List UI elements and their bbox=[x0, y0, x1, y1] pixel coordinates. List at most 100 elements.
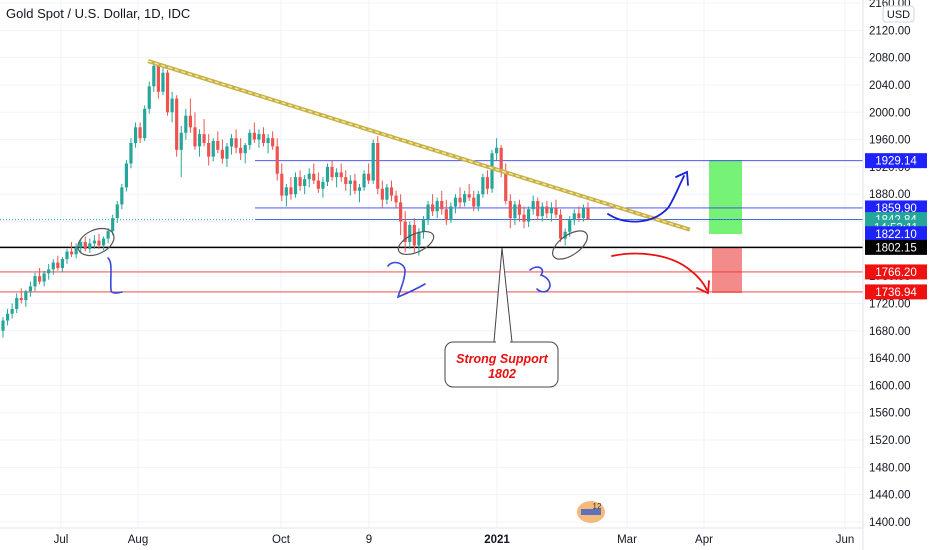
candle[interactable] bbox=[389, 180, 394, 202]
candle[interactable] bbox=[170, 91, 174, 123]
candle[interactable] bbox=[444, 199, 448, 225]
candle[interactable] bbox=[69, 242, 74, 258]
candle[interactable] bbox=[124, 160, 128, 192]
candle[interactable] bbox=[485, 170, 490, 195]
candle[interactable] bbox=[15, 293, 19, 314]
candle[interactable] bbox=[572, 209, 576, 225]
candle[interactable] bbox=[554, 199, 558, 219]
candle[interactable] bbox=[120, 183, 124, 210]
candle[interactable] bbox=[303, 175, 307, 195]
candle[interactable] bbox=[133, 122, 138, 148]
candle[interactable] bbox=[216, 131, 220, 154]
candle[interactable] bbox=[229, 134, 234, 155]
candle[interactable] bbox=[271, 131, 275, 150]
candle[interactable] bbox=[88, 238, 92, 253]
candle[interactable] bbox=[220, 139, 224, 164]
candle[interactable] bbox=[545, 201, 549, 219]
candle[interactable] bbox=[522, 206, 526, 229]
candle[interactable] bbox=[56, 255, 60, 271]
candle[interactable] bbox=[101, 236, 106, 251]
candle[interactable] bbox=[147, 81, 151, 114]
candle[interactable] bbox=[367, 163, 371, 184]
currency-button[interactable]: USD bbox=[882, 5, 915, 23]
candle[interactable] bbox=[449, 202, 453, 223]
candle[interactable] bbox=[79, 238, 83, 253]
candle[interactable] bbox=[239, 138, 243, 161]
candle[interactable] bbox=[458, 187, 462, 208]
candle[interactable] bbox=[517, 199, 522, 222]
candle[interactable] bbox=[531, 195, 535, 215]
candle[interactable] bbox=[371, 139, 375, 184]
candle[interactable] bbox=[408, 221, 412, 249]
candle[interactable] bbox=[179, 125, 183, 178]
candle[interactable] bbox=[335, 168, 339, 188]
candle[interactable] bbox=[421, 216, 426, 239]
candle[interactable] bbox=[92, 235, 97, 249]
candle[interactable] bbox=[193, 112, 197, 150]
candle[interactable] bbox=[558, 209, 563, 243]
candle[interactable] bbox=[476, 190, 480, 212]
candle[interactable] bbox=[586, 202, 590, 221]
candle[interactable] bbox=[65, 248, 69, 264]
candle[interactable] bbox=[581, 204, 586, 222]
candle[interactable] bbox=[1, 317, 5, 338]
candle[interactable] bbox=[440, 190, 444, 215]
candle[interactable] bbox=[184, 108, 188, 140]
candle[interactable] bbox=[348, 175, 352, 196]
candle[interactable] bbox=[380, 180, 384, 208]
candle[interactable] bbox=[225, 142, 229, 167]
candle[interactable] bbox=[362, 170, 366, 191]
candle[interactable] bbox=[161, 67, 165, 96]
candle[interactable] bbox=[494, 138, 499, 161]
candle[interactable] bbox=[353, 173, 357, 195]
candle[interactable] bbox=[307, 168, 311, 188]
candle[interactable] bbox=[33, 272, 37, 292]
candle[interactable] bbox=[234, 129, 238, 154]
candle[interactable] bbox=[51, 259, 55, 275]
candle[interactable] bbox=[540, 202, 544, 222]
candle[interactable] bbox=[60, 257, 65, 273]
candle[interactable] bbox=[577, 206, 581, 222]
candle[interactable] bbox=[138, 122, 142, 143]
candle[interactable] bbox=[28, 281, 33, 297]
candle[interactable] bbox=[261, 127, 266, 147]
candle[interactable] bbox=[426, 201, 430, 225]
trendline[interactable] bbox=[147, 59, 691, 232]
symbol-title[interactable]: Gold Spot / U.S. Dollar, 1D, IDC bbox=[6, 6, 190, 21]
candle[interactable] bbox=[202, 119, 206, 147]
candle[interactable] bbox=[289, 177, 293, 200]
candle[interactable] bbox=[24, 289, 28, 307]
candle[interactable] bbox=[165, 69, 170, 116]
candle[interactable] bbox=[330, 160, 334, 181]
candle[interactable] bbox=[385, 183, 389, 205]
candle[interactable] bbox=[394, 190, 398, 208]
candle[interactable] bbox=[37, 267, 42, 285]
candle[interactable] bbox=[357, 183, 362, 203]
candle[interactable] bbox=[321, 177, 325, 198]
candle[interactable] bbox=[275, 138, 279, 181]
candle[interactable] bbox=[467, 183, 471, 202]
candle[interactable] bbox=[298, 170, 302, 191]
candle[interactable] bbox=[83, 236, 87, 252]
candle[interactable] bbox=[293, 172, 298, 198]
candle[interactable] bbox=[252, 122, 256, 143]
candle[interactable] bbox=[207, 134, 211, 166]
candle[interactable] bbox=[42, 270, 46, 287]
candle[interactable] bbox=[243, 142, 247, 164]
candle[interactable] bbox=[403, 211, 407, 253]
candle[interactable] bbox=[19, 288, 23, 304]
candle[interactable] bbox=[188, 98, 192, 133]
candle[interactable] bbox=[280, 163, 284, 202]
candle[interactable] bbox=[344, 170, 348, 191]
candle[interactable] bbox=[284, 183, 288, 207]
candle[interactable] bbox=[472, 190, 476, 212]
candle[interactable] bbox=[435, 197, 439, 219]
candle[interactable] bbox=[549, 202, 554, 222]
candle[interactable] bbox=[129, 138, 133, 169]
candle[interactable] bbox=[47, 263, 51, 280]
candle[interactable] bbox=[211, 138, 215, 162]
candle[interactable] bbox=[312, 163, 316, 184]
candle[interactable] bbox=[481, 173, 485, 198]
candle[interactable] bbox=[316, 172, 320, 193]
